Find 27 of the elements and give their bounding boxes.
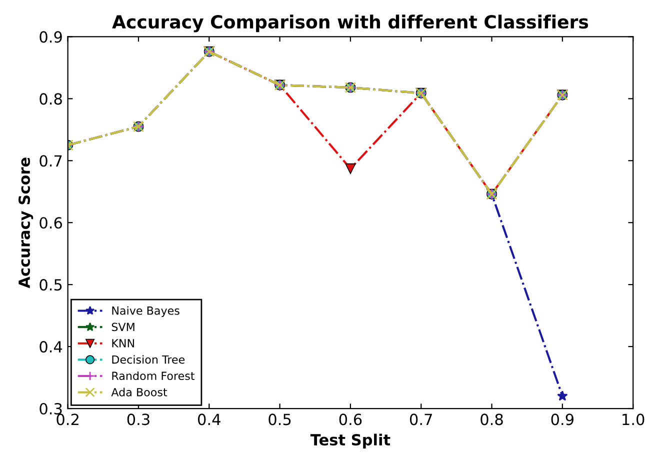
y-tick-label: 0.8 — [40, 93, 62, 105]
legend-label: KNN — [112, 339, 134, 348]
y-axis-title: Accuracy Score — [18, 158, 34, 288]
x-tick-label: 1.0 — [622, 414, 644, 426]
legend-label: Random Forest — [112, 371, 195, 380]
y-tick-label: 0.7 — [40, 155, 62, 167]
legend-label: Decision Tree — [112, 355, 185, 364]
x-tick-label: 0.7 — [410, 414, 432, 426]
x-tick-label: 0.6 — [339, 414, 362, 426]
y-tick-label: 0.3 — [40, 402, 62, 415]
x-tick-label: 0.3 — [127, 414, 150, 426]
legend-label: Naive Bayes — [112, 306, 180, 317]
legend-label: SVM — [112, 322, 134, 332]
x-tick-label: 0.4 — [198, 414, 220, 426]
point — [345, 163, 356, 174]
x-tick-label: 0.9 — [551, 414, 574, 426]
y-tick-label: 0.6 — [40, 217, 62, 229]
y-tick-label: 0.4 — [40, 341, 62, 353]
x-axis-title: Test Split — [310, 434, 390, 448]
legend-label: Ada Boost — [111, 388, 168, 396]
y-tick-label: 0.5 — [40, 279, 62, 291]
y-tick-label: 0.9 — [40, 31, 62, 43]
chart-title: Accuracy Comparison with different Classifiers — [112, 14, 588, 32]
x-tick-label: 0.2 — [56, 414, 78, 426]
x-tick-label: 0.5 — [268, 414, 291, 426]
point — [557, 390, 568, 401]
x-tick-label: 0.8 — [480, 414, 503, 426]
